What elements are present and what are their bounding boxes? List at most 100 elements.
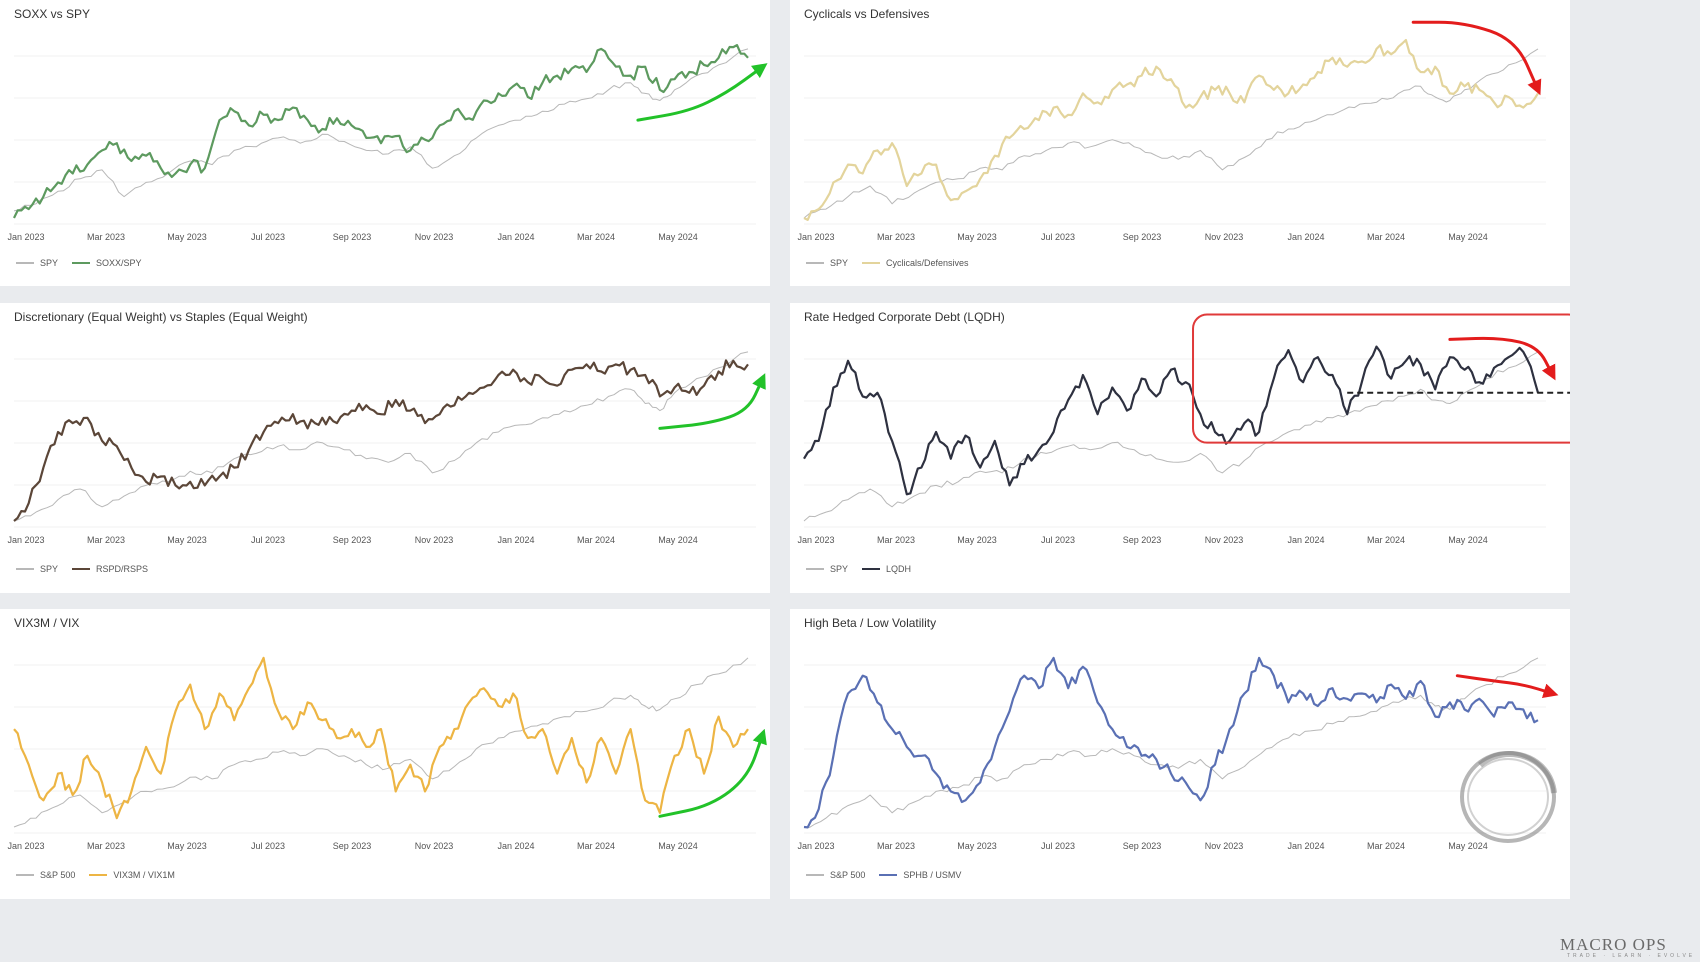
chart-title: SOXX vs SPY	[14, 7, 91, 21]
x-tick-label: Mar 2024	[1367, 232, 1405, 242]
x-tick-label: Sep 2023	[1123, 841, 1162, 851]
legend-label: LQDH	[886, 564, 912, 574]
legend-swatch	[879, 874, 898, 876]
annotation-arrow	[1448, 336, 1556, 381]
x-tick-label: Sep 2023	[333, 535, 372, 545]
chart-panel-lqdh: Rate Hedged Corporate Debt (LQDH) Jan 20…	[790, 303, 1570, 593]
x-tick-label: Mar 2024	[577, 535, 615, 545]
chart-svg: Jan 2023 Mar 2023 May 2023 Jul 2023 Sep 2023…	[797, 656, 1559, 851]
x-tick-label: Jul 2023	[251, 232, 285, 242]
series-line-soxx-spy	[13, 44, 749, 219]
x-tick-label: Mar 2023	[87, 535, 125, 545]
x-tick-label: Jul 2023	[1041, 841, 1075, 851]
x-tick-label: Jul 2023	[1041, 535, 1075, 545]
legend-swatch	[72, 568, 91, 570]
series-line-spy	[803, 48, 1539, 219]
x-tick-label: Jan 2024	[1287, 535, 1324, 545]
legend-label: VIX3M / VIX1M	[113, 870, 175, 880]
legend: SPY RSPD/RSPS	[16, 564, 156, 574]
annotation-arrow	[658, 728, 767, 818]
chart-svg: Jan 2023 Mar 2023 May 2023 Jul 2023 Sep 2023…	[7, 656, 767, 851]
legend-label: SPY	[830, 258, 849, 268]
chart-svg: Jan 2023 Mar 2023 May 2023 Jul 2023 Sep 2023…	[797, 313, 1570, 545]
x-tick-label: Mar 2023	[877, 232, 915, 242]
legend: SPY LQDH	[806, 564, 919, 574]
x-tick-label: Jan 2023	[7, 535, 44, 545]
series-line-sphb-usmv	[803, 656, 1539, 829]
series-line-spy	[13, 48, 749, 212]
x-tick-label: Mar 2023	[87, 232, 125, 242]
x-tick-label: Sep 2023	[333, 841, 372, 851]
chart-panel-soxx: SOXX vs SPY Jan 2023 Mar 2023 May 2023 Jul …	[0, 0, 770, 286]
x-tick-label: Sep 2023	[1123, 232, 1162, 242]
x-tick-label: Nov 2023	[1205, 841, 1244, 851]
x-tick-label: May 2024	[658, 841, 698, 851]
series-line-vix3m-vix1m	[13, 656, 749, 820]
chart-title: Cyclicals vs Defensives	[804, 7, 930, 21]
x-tick-label: Jan 2023	[797, 535, 834, 545]
chart-svg: Jan 2023 Mar 2023 May 2023 Jul 2023 Sep 2023…	[797, 20, 1546, 242]
highlight-box	[1192, 313, 1570, 444]
x-tick-label: May 2023	[167, 232, 207, 242]
series-line-lqdh	[803, 345, 1540, 496]
x-tick-label: May 2023	[167, 841, 207, 851]
x-tick-label: Jan 2023	[797, 841, 834, 851]
x-tick-label: Jul 2023	[251, 841, 285, 851]
legend-swatch	[806, 874, 824, 876]
legend-swatch	[16, 568, 34, 570]
x-tick-label: Mar 2024	[577, 841, 615, 851]
x-tick-label: Mar 2023	[877, 841, 915, 851]
legend: SPY SOXX/SPY	[16, 258, 150, 268]
x-tick-label: May 2023	[167, 535, 207, 545]
x-tick-label: Mar 2024	[1367, 535, 1405, 545]
x-tick-label: May 2024	[1448, 232, 1488, 242]
chart-panel-discretionary: Discretionary (Equal Weight) vs Staples …	[0, 303, 770, 593]
legend-swatch	[89, 874, 108, 876]
x-tick-label: Jul 2023	[1041, 232, 1075, 242]
x-tick-label: Jan 2024	[497, 232, 534, 242]
chart-title: VIX3M / VIX	[14, 616, 80, 630]
chart-title: Rate Hedged Corporate Debt (LQDH)	[804, 310, 1005, 324]
annotation-arrow	[636, 63, 768, 122]
legend-label: SPY	[40, 564, 59, 574]
x-tick-label: May 2023	[957, 841, 997, 851]
legend-swatch	[16, 262, 34, 264]
series-line-spy	[803, 351, 1539, 522]
legend-label: SPY	[830, 564, 849, 574]
series-line-cyclicals-defensives	[803, 38, 1539, 221]
annotation-arrow	[1411, 20, 1542, 96]
x-tick-label: Mar 2023	[87, 841, 125, 851]
legend-label: Cyclicals/Defensives	[886, 258, 969, 268]
x-tick-label: Jan 2024	[1287, 232, 1324, 242]
x-tick-label: Jan 2024	[1287, 841, 1324, 851]
chart-title: Discretionary (Equal Weight) vs Staples …	[14, 310, 308, 324]
chart-svg: Jan 2023 Mar 2023 May 2023 Jul 2023 Sep 2023…	[7, 351, 766, 545]
x-tick-label: May 2024	[658, 232, 698, 242]
series-line-rspd-rsps	[13, 359, 749, 522]
legend-label: RSPD/RSPS	[96, 564, 149, 574]
x-tick-label: Mar 2023	[877, 535, 915, 545]
x-tick-label: May 2024	[658, 535, 698, 545]
x-tick-label: May 2024	[1448, 841, 1488, 851]
watermark-tagline: TRADE · LEARN · EVOLVE	[1567, 953, 1696, 959]
x-tick-label: Nov 2023	[1205, 232, 1244, 242]
chart-panel-vix: VIX3M / VIX Jan 2023 Mar 2023 May 2023 Jul …	[0, 609, 770, 899]
x-tick-label: Jan 2023	[7, 841, 44, 851]
series-line-s-p-500	[13, 657, 749, 828]
annotation-arrow	[658, 373, 766, 430]
x-tick-label: May 2023	[957, 232, 997, 242]
x-tick-label: Sep 2023	[333, 232, 372, 242]
legend-swatch	[806, 262, 824, 264]
legend-swatch	[862, 568, 881, 570]
x-tick-label: Nov 2023	[1205, 535, 1244, 545]
chart-panel-cyclicals: Cyclicals vs Defensives Jan 2023 Mar 2023…	[790, 0, 1570, 286]
x-tick-label: May 2023	[957, 535, 997, 545]
x-tick-label: Sep 2023	[1123, 535, 1162, 545]
chart-panel-high-beta: High Beta / Low Volatility Jan 2023 Mar 2…	[790, 609, 1570, 899]
chart-title: High Beta / Low Volatility	[804, 616, 937, 630]
legend-swatch	[862, 262, 881, 264]
legend-label: SPY	[40, 258, 59, 268]
x-tick-label: Nov 2023	[415, 232, 454, 242]
chart-svg: Jan 2023 Mar 2023 May 2023 Jul 2023 Sep 2023…	[7, 44, 768, 242]
x-tick-label: Jan 2024	[497, 535, 534, 545]
